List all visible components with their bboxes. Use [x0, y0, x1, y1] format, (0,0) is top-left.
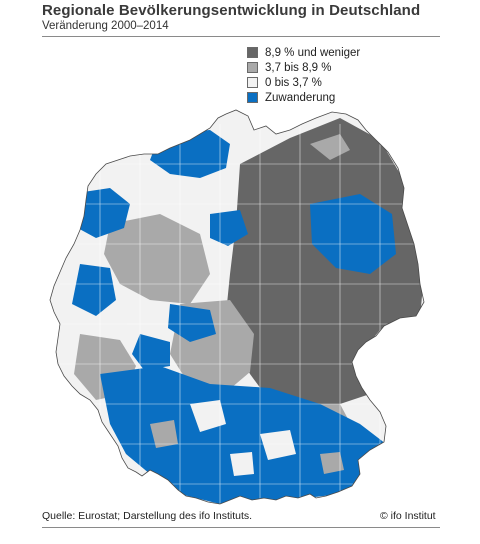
legend: 8,9 % und weniger 3,7 bis 8,9 % 0 bis 3,…	[247, 45, 360, 105]
legend-item-small-decline: 0 bis 3,7 %	[247, 75, 360, 90]
legend-swatch	[247, 92, 258, 103]
chart-subtitle: Veränderung 2000–2014	[42, 20, 169, 32]
legend-label: Zuwanderung	[265, 91, 336, 104]
legend-item-medium-decline: 3,7 bis 8,9 %	[247, 60, 360, 75]
legend-item-immigration: Zuwanderung	[247, 90, 360, 105]
header-rule	[42, 36, 440, 37]
legend-swatch	[247, 47, 258, 58]
legend-swatch	[247, 62, 258, 73]
credit-note: © ifo Institut	[380, 510, 436, 522]
legend-label: 3,7 bis 8,9 %	[265, 61, 332, 74]
legend-item-strong-decline: 8,9 % und weniger	[247, 45, 360, 60]
source-note: Quelle: Eurostat; Darstellung des ifo In…	[42, 510, 253, 522]
legend-label: 0 bis 3,7 %	[265, 76, 322, 89]
legend-swatch	[247, 77, 258, 88]
footer-rule	[42, 527, 440, 528]
germany-district-map	[49, 109, 425, 505]
legend-label: 8,9 % und weniger	[265, 46, 361, 59]
germany-outline	[49, 109, 425, 505]
chart-title: Regionale Bevölkerungsentwicklung in Deu…	[42, 2, 421, 19]
